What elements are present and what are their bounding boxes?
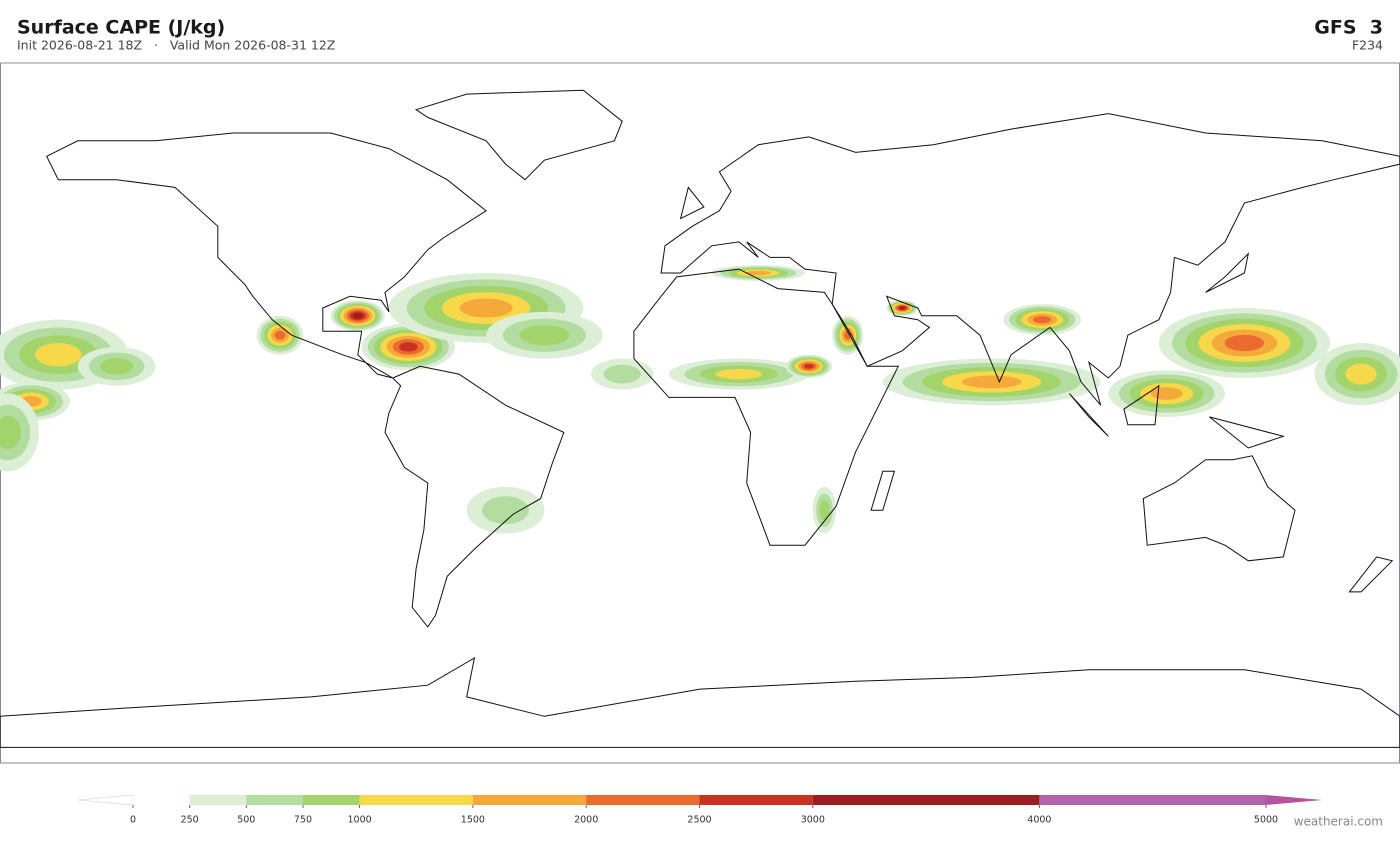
coastlines: [0, 89, 1400, 748]
colorbar-tick-label: 1000: [348, 815, 372, 826]
coastline: [1205, 252, 1250, 293]
forecast-hour: F234: [1352, 38, 1383, 53]
cape-area: [819, 500, 830, 521]
cape-area: [1033, 316, 1052, 324]
colorbar-segment: [699, 795, 813, 805]
colorbar-segment: [189, 795, 247, 805]
title: Surface CAPE (J/kg): [17, 17, 225, 39]
colorbar-tick-label: 1500: [461, 815, 485, 826]
cape-area: [0, 415, 22, 450]
colorbar-tick-label: 4000: [1027, 815, 1051, 826]
cape-area: [459, 298, 513, 318]
colorbar-tick-label: 5000: [1254, 815, 1278, 826]
coastline: [414, 89, 623, 181]
colorbar-over: [1266, 795, 1322, 805]
colorbar-tick-label: 2000: [574, 815, 598, 826]
cape-field: [0, 265, 1400, 534]
colorbar-segment: [472, 795, 587, 805]
cape-area: [804, 363, 814, 369]
colorbar-segment: [133, 795, 190, 805]
colorbar-tick-label: 2500: [687, 815, 711, 826]
colorbar-tick-label: 250: [181, 815, 199, 826]
cape-area: [352, 313, 363, 319]
coastline: [0, 657, 1400, 748]
coastline: [46, 132, 487, 379]
coastline: [660, 113, 1400, 406]
colorbar-segment: [1039, 795, 1266, 805]
coastline: [1142, 455, 1296, 562]
cape-area: [398, 342, 418, 352]
cape-area: [1345, 363, 1377, 385]
cape-area: [715, 368, 763, 380]
credit: weatherai.com: [1294, 815, 1383, 829]
cape-area: [1150, 387, 1183, 400]
cape-area: [899, 306, 905, 310]
colorbar-tick-label: 500: [237, 815, 255, 826]
cape-area: [961, 375, 1022, 389]
colorbar-segment: [812, 795, 1040, 805]
cape-area: [99, 357, 134, 375]
colorbar: 0 250 500 750 1000 1500 2000 2500 3000 4000 5000: [77, 794, 1322, 826]
colorbar-segment: [246, 795, 303, 805]
cape-area: [482, 496, 529, 525]
cape-area: [274, 330, 286, 340]
colorbar-tick-label: 3000: [801, 815, 825, 826]
coastline: [1209, 416, 1286, 449]
cape-area: [844, 330, 852, 340]
coastline: [1069, 393, 1109, 437]
colorbar-tick-label: 0: [130, 815, 136, 826]
coastline: [679, 186, 705, 220]
subtitle: Init 2026-08-21 18Z · Valid Mon 2026-08-…: [17, 38, 335, 53]
colorbar-segment: [359, 795, 473, 805]
colorbar-tick-label: 750: [294, 815, 312, 826]
coastline: [384, 365, 565, 628]
cape-area: [603, 364, 641, 384]
cape-area: [519, 325, 570, 346]
coastline: [1348, 556, 1394, 593]
model: GFS 3: [1314, 17, 1383, 39]
cape-area: [34, 342, 82, 367]
colorbar-under: [77, 794, 134, 806]
cape-area: [1224, 334, 1265, 352]
coastline: [870, 470, 896, 511]
coastline: [633, 268, 900, 546]
colorbar-segment: [586, 795, 700, 805]
cape-area: [745, 270, 772, 276]
coastline: [1123, 384, 1160, 426]
colorbar-segment: [302, 795, 360, 805]
